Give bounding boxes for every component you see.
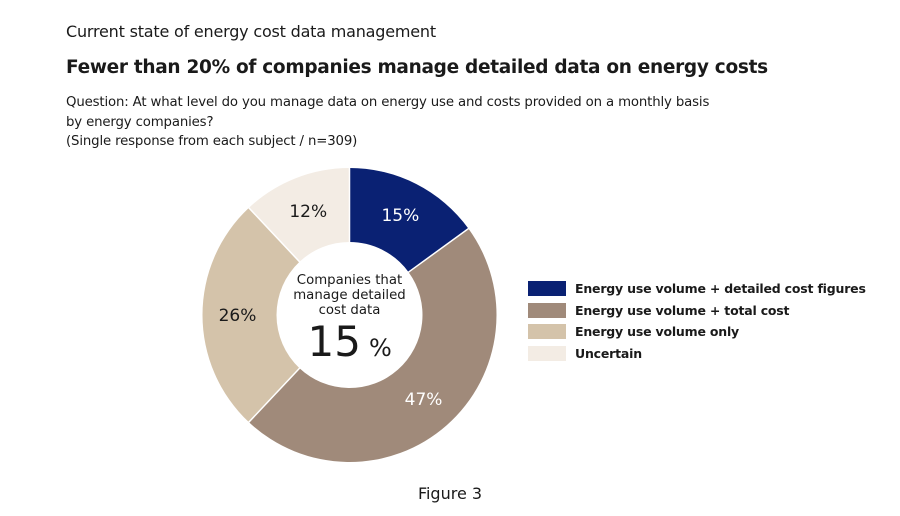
question-line: (Single response from each subject / n=3… (66, 134, 358, 149)
donut-slice (248, 228, 497, 463)
legend-label: Energy use volume only (575, 324, 739, 340)
slice-value-label: 15% (381, 206, 419, 226)
figure-caption: Figure 3 (417, 484, 483, 503)
legend-swatch (528, 302, 566, 318)
center-label-line: cost data (319, 303, 381, 318)
slice-separator (407, 227, 470, 274)
slice-value-label: 12% (289, 202, 327, 222)
legend-label: Energy use volume + total cost (575, 302, 790, 318)
donut-center: Companies that manage detailed cost data… (293, 273, 406, 366)
donut-slice (349, 168, 469, 273)
legend-swatch (528, 345, 566, 361)
slice-separator (247, 206, 301, 264)
center-label-line: manage detailed (293, 288, 406, 303)
legend-label: Uncertain (575, 345, 642, 361)
slice-value-label: 47% (405, 390, 443, 410)
legend-item: Uncertain (528, 343, 866, 365)
legend-swatch (528, 324, 566, 340)
question-line: Question: At what level do you manage da… (66, 95, 710, 110)
slice-labels: 15% 47% 26% 12% (219, 202, 443, 410)
center-value: 15 (308, 317, 361, 366)
legend-swatch (528, 281, 566, 297)
survey-question: Question: At what level do you manage da… (66, 93, 826, 152)
chart-title: Fewer than 20% of companies manage detai… (66, 57, 768, 78)
legend-item: Energy use volume only (528, 321, 866, 343)
legend-item: Energy use volume + detailed cost figure… (528, 278, 866, 300)
chart-kicker: Current state of energy cost data manage… (66, 22, 436, 41)
legend-label: Energy use volume + detailed cost figure… (575, 281, 866, 297)
donut-slice (248, 168, 350, 262)
slice-separator (247, 366, 301, 424)
center-unit: % (369, 334, 392, 362)
chart-legend: Energy use volume + detailed cost figure… (528, 278, 866, 364)
donut-slice (202, 207, 300, 423)
question-line: by energy companies? (66, 114, 214, 130)
center-label-line: Companies that (297, 273, 402, 288)
legend-item: Energy use volume + total cost (528, 300, 866, 322)
slice-value-label: 26% (219, 306, 257, 326)
donut-slices (202, 167, 497, 463)
